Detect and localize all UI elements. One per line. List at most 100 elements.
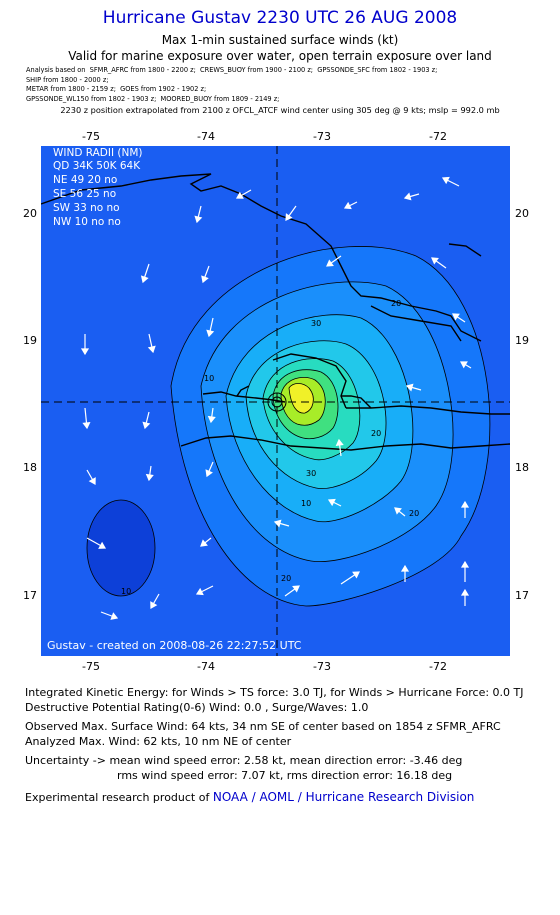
wind-vector-head bbox=[142, 421, 151, 430]
x-tick-bottom: -72 bbox=[429, 660, 447, 673]
experimental-prefix: Experimental research product of bbox=[25, 791, 210, 804]
ike-line: Integrated Kinetic Energy: for Winds > T… bbox=[25, 686, 524, 699]
contour-label: 30 bbox=[306, 469, 316, 478]
hurricane-center-marker bbox=[267, 392, 287, 412]
x-tick-top: -73 bbox=[313, 130, 331, 143]
sources-line: Analysis based on SFMR_AFRC from 1800 - … bbox=[26, 66, 438, 74]
wind-vector-head bbox=[200, 539, 208, 547]
sources-line: GPSSONDE_WL150 from 1802 - 1903 z; MOORE… bbox=[26, 94, 280, 103]
x-tick-top: -74 bbox=[197, 130, 215, 143]
wind-vector-head bbox=[147, 345, 156, 354]
wind-map: WIND RADII (NM) QD 34K 50K 64K NE 49 20 … bbox=[41, 146, 510, 656]
wind-vector-head bbox=[335, 438, 344, 447]
wind-vector-head bbox=[460, 588, 470, 596]
contour-60kt bbox=[288, 383, 314, 414]
wind-vector-head bbox=[201, 275, 209, 284]
uncertainty-rms-line: rms wind speed error: 7.07 kt, rms direc… bbox=[117, 769, 453, 782]
wind-vectors bbox=[80, 176, 472, 620]
dpr-line: Destructive Potential Rating(0-6) Wind: … bbox=[25, 701, 369, 714]
wind-vector-head bbox=[431, 257, 439, 265]
x-tick-bottom: -73 bbox=[313, 660, 331, 673]
wind-vector-head bbox=[460, 500, 470, 508]
wind-vector-head bbox=[194, 215, 203, 224]
sources-line: SHIP from 1800 - 2000 z; bbox=[26, 75, 109, 84]
x-tick-bottom: -74 bbox=[197, 660, 215, 673]
wind-vector-head bbox=[88, 477, 96, 486]
analyzed-max-line: Analyzed Max. Wind: 62 kts, 10 nm NE of … bbox=[25, 735, 292, 748]
wind-radii-row: NW 10 no no bbox=[53, 216, 121, 228]
wind-vector-head bbox=[452, 313, 460, 321]
center-ring bbox=[267, 392, 287, 412]
contour-label: 20 bbox=[371, 429, 381, 438]
center-ring-inner bbox=[271, 396, 283, 408]
subtitle-units: Max 1-min sustained surface winds (kt) bbox=[161, 33, 399, 47]
wind-map-svg: WIND RADII (NM) QD 34K 50K 64K NE 49 20 … bbox=[41, 146, 510, 656]
contour-labels: 10 20 30 20 30 10 20 20 10 bbox=[121, 299, 419, 596]
contour-label: 20 bbox=[409, 509, 419, 518]
wind-vector-head bbox=[459, 361, 468, 369]
y-tick-left: 17 bbox=[23, 589, 37, 602]
contour-label: 10 bbox=[121, 587, 131, 596]
experimental-credit: Experimental research product of NOAA / … bbox=[25, 790, 474, 804]
wind-contours bbox=[86, 246, 491, 607]
page-title: Hurricane Gustav 2230 UTC 26 AUG 2008 bbox=[102, 8, 458, 28]
wind-radii-header: QD 34K 50K 64K bbox=[53, 160, 141, 172]
wind-vector-head bbox=[80, 348, 90, 356]
y-tick-left: 18 bbox=[23, 461, 37, 474]
wind-vector-head bbox=[235, 191, 244, 199]
contour-label: 10 bbox=[204, 374, 214, 383]
sources-line: METAR from 1800 - 2159 z; GOES from 1902… bbox=[26, 85, 207, 94]
cuba-south-coast bbox=[370, 305, 462, 342]
extrapolation-note: 2230 z position extrapolated from 2100 z… bbox=[60, 105, 500, 115]
x-tick-top: -75 bbox=[82, 130, 100, 143]
wind-vector-head bbox=[82, 422, 91, 430]
wind-vector-head bbox=[98, 541, 107, 549]
analysis-sources: Analysis based on SFMR_AFRC from 1800 - … bbox=[26, 66, 437, 104]
gonave-gulf-coast bbox=[341, 395, 372, 409]
wind-vector-head bbox=[145, 473, 154, 482]
contour-label: 20 bbox=[391, 299, 401, 308]
coastlines bbox=[41, 173, 510, 451]
x-tick-top: -72 bbox=[429, 130, 447, 143]
y-tick-right: 20 bbox=[515, 207, 529, 220]
x-tick-bottom: -75 bbox=[82, 660, 100, 673]
wind-vector-head bbox=[195, 587, 204, 596]
tiburon-peninsula bbox=[236, 385, 250, 397]
wind-vector-head bbox=[327, 498, 336, 507]
wind-vector-head bbox=[394, 507, 402, 515]
subtitle-validity: Valid for marine exposure over water, op… bbox=[68, 49, 492, 63]
wind-vector-head bbox=[150, 601, 158, 610]
observed-max-line: Observed Max. Surface Wind: 64 kts, 34 n… bbox=[25, 720, 501, 733]
cuba-coast bbox=[41, 173, 482, 342]
y-tick-right: 19 bbox=[515, 334, 529, 347]
wind-vector-head bbox=[273, 519, 282, 528]
wind-vector-head bbox=[205, 469, 213, 478]
wind-vector-head bbox=[207, 415, 216, 424]
contour-label: 20 bbox=[281, 574, 291, 583]
wind-vector-head bbox=[343, 201, 352, 210]
wind-vector-head bbox=[400, 564, 410, 572]
center-crosshair bbox=[41, 146, 510, 656]
wind-vector-head bbox=[326, 259, 334, 267]
haiti-west-north-coast bbox=[202, 391, 286, 403]
y-tick-left: 20 bbox=[23, 207, 37, 220]
wind-radii-box: WIND RADII (NM) QD 34K 50K 64K NE 49 20 … bbox=[53, 147, 143, 228]
haiti-south-coast bbox=[180, 435, 510, 451]
low-wind-region bbox=[86, 499, 156, 597]
y-tick-right: 18 bbox=[515, 461, 529, 474]
wind-radii-row: NE 49 20 no bbox=[53, 174, 117, 186]
wind-vector-head bbox=[206, 329, 215, 338]
wind-vector-head bbox=[292, 585, 300, 593]
wind-vector-head bbox=[460, 560, 470, 568]
wind-radii-title: WIND RADII (NM) bbox=[53, 147, 143, 159]
y-tick-right: 17 bbox=[515, 589, 529, 602]
contour-label: 30 bbox=[311, 319, 321, 328]
uncertainty-mean-line: Uncertainty -> mean wind speed error: 2.… bbox=[25, 754, 463, 767]
island-coast bbox=[448, 243, 482, 257]
noaa-link[interactable]: NOAA / AOML / Hurricane Research Divisio… bbox=[212, 790, 475, 804]
wind-vector-head bbox=[285, 213, 293, 221]
wind-vector-head bbox=[441, 176, 450, 185]
wind-vector-head bbox=[405, 383, 414, 392]
wind-radii-row: SE 56 25 no bbox=[53, 188, 116, 200]
wind-vector-head bbox=[403, 192, 412, 201]
